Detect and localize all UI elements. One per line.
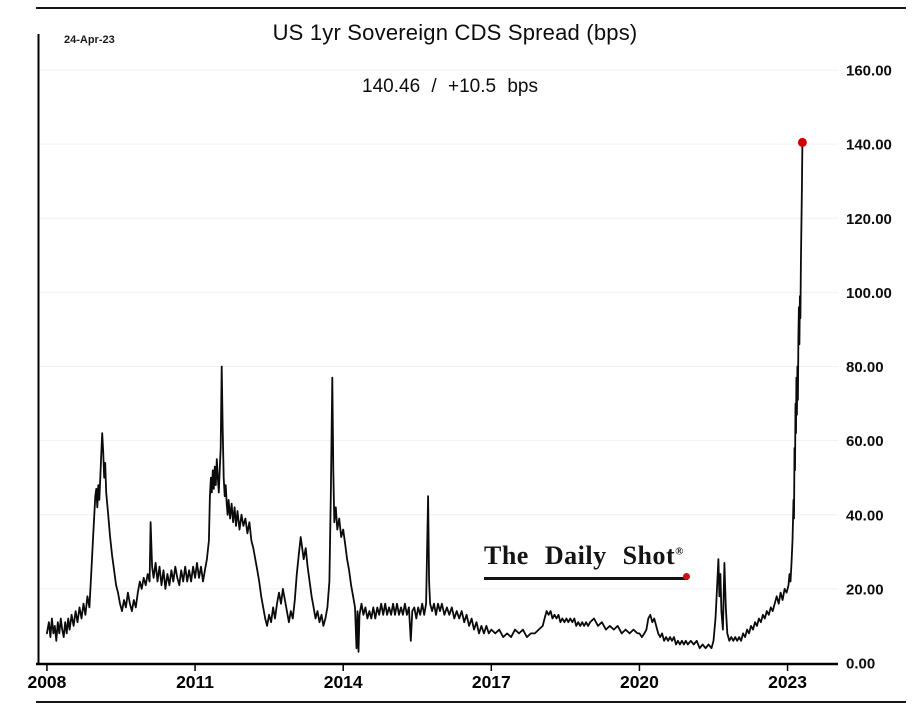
x-tick-label: 2017: [472, 672, 511, 692]
x-tick-label: 2011: [176, 672, 214, 692]
y-gridlines: [39, 69, 838, 590]
daily-shot-watermark: The Daily Shot®: [484, 541, 704, 571]
y-tick-label: 60.00: [846, 433, 884, 450]
cds-series-line: [46, 141, 804, 653]
y-tick-label: 40.00: [846, 507, 884, 524]
x-tick-label: 2020: [620, 672, 659, 692]
bottom-border-rule: [36, 701, 906, 703]
watermark-underline-dot: [683, 573, 690, 580]
x-axis-labels: 2008 2011 2014 2017 2020 2023: [27, 665, 807, 692]
chart-title: US 1yr Sovereign CDS Spread (bps): [272, 20, 638, 45]
y-tick-label: 160.00: [846, 63, 892, 80]
latest-value-readout: 140.46 / +10.5 bps: [362, 76, 538, 97]
y-tick-label: 140.00: [846, 137, 892, 154]
watermark-underline: [484, 577, 688, 580]
date-label: 24-Apr-23: [64, 34, 115, 46]
top-border-rule: [36, 7, 906, 9]
y-tick-label: 20.00: [846, 581, 884, 598]
x-tick-label: 2008: [27, 672, 66, 692]
x-tick-label: 2014: [324, 672, 363, 692]
watermark-text: The Daily Shot: [484, 541, 676, 570]
y-axis-labels: 0.00 20.00 40.00 60.00 80.00 100.00 120.00 140.…: [846, 63, 892, 673]
y-tick-label: 80.00: [846, 359, 884, 376]
registered-mark: ®: [675, 545, 684, 558]
latest-point-marker: [797, 137, 807, 147]
y-tick-label: 120.00: [846, 211, 892, 228]
x-tick-label: 2023: [768, 672, 807, 692]
y-tick-label: 100.00: [846, 285, 892, 302]
y-tick-label: 0.00: [846, 656, 875, 673]
